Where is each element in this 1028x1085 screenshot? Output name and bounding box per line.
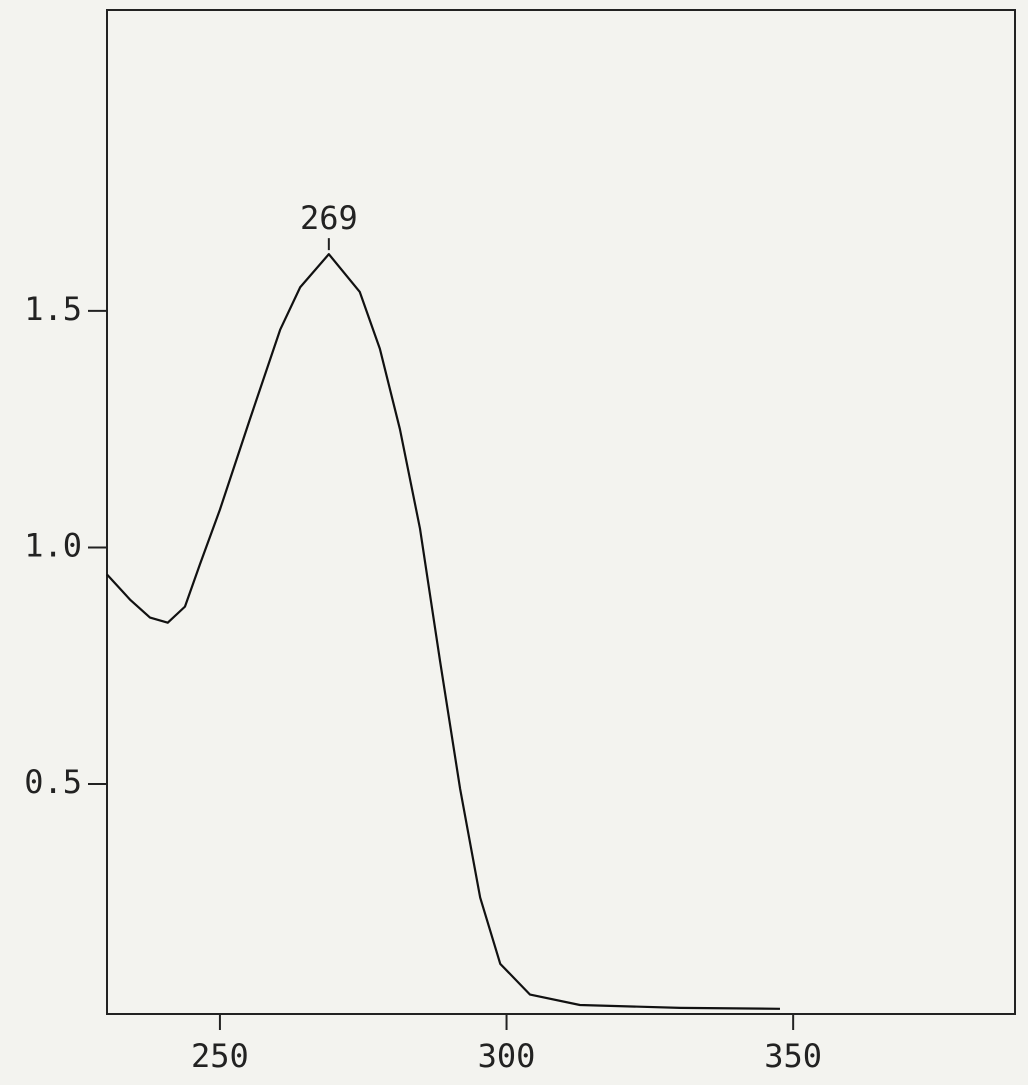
plot-frame [106, 9, 1016, 1015]
spectrum-line [106, 253, 780, 1010]
x-tick-label: 300 [478, 1037, 536, 1075]
x-tick-label: 350 [764, 1037, 822, 1075]
y-tick-label: 1.5 [24, 290, 82, 328]
peak-label: 269 [300, 199, 358, 237]
y-tick-label: 0.5 [24, 763, 82, 801]
y-tick-label: 1.0 [24, 526, 82, 564]
x-tick-label: 250 [191, 1037, 249, 1075]
